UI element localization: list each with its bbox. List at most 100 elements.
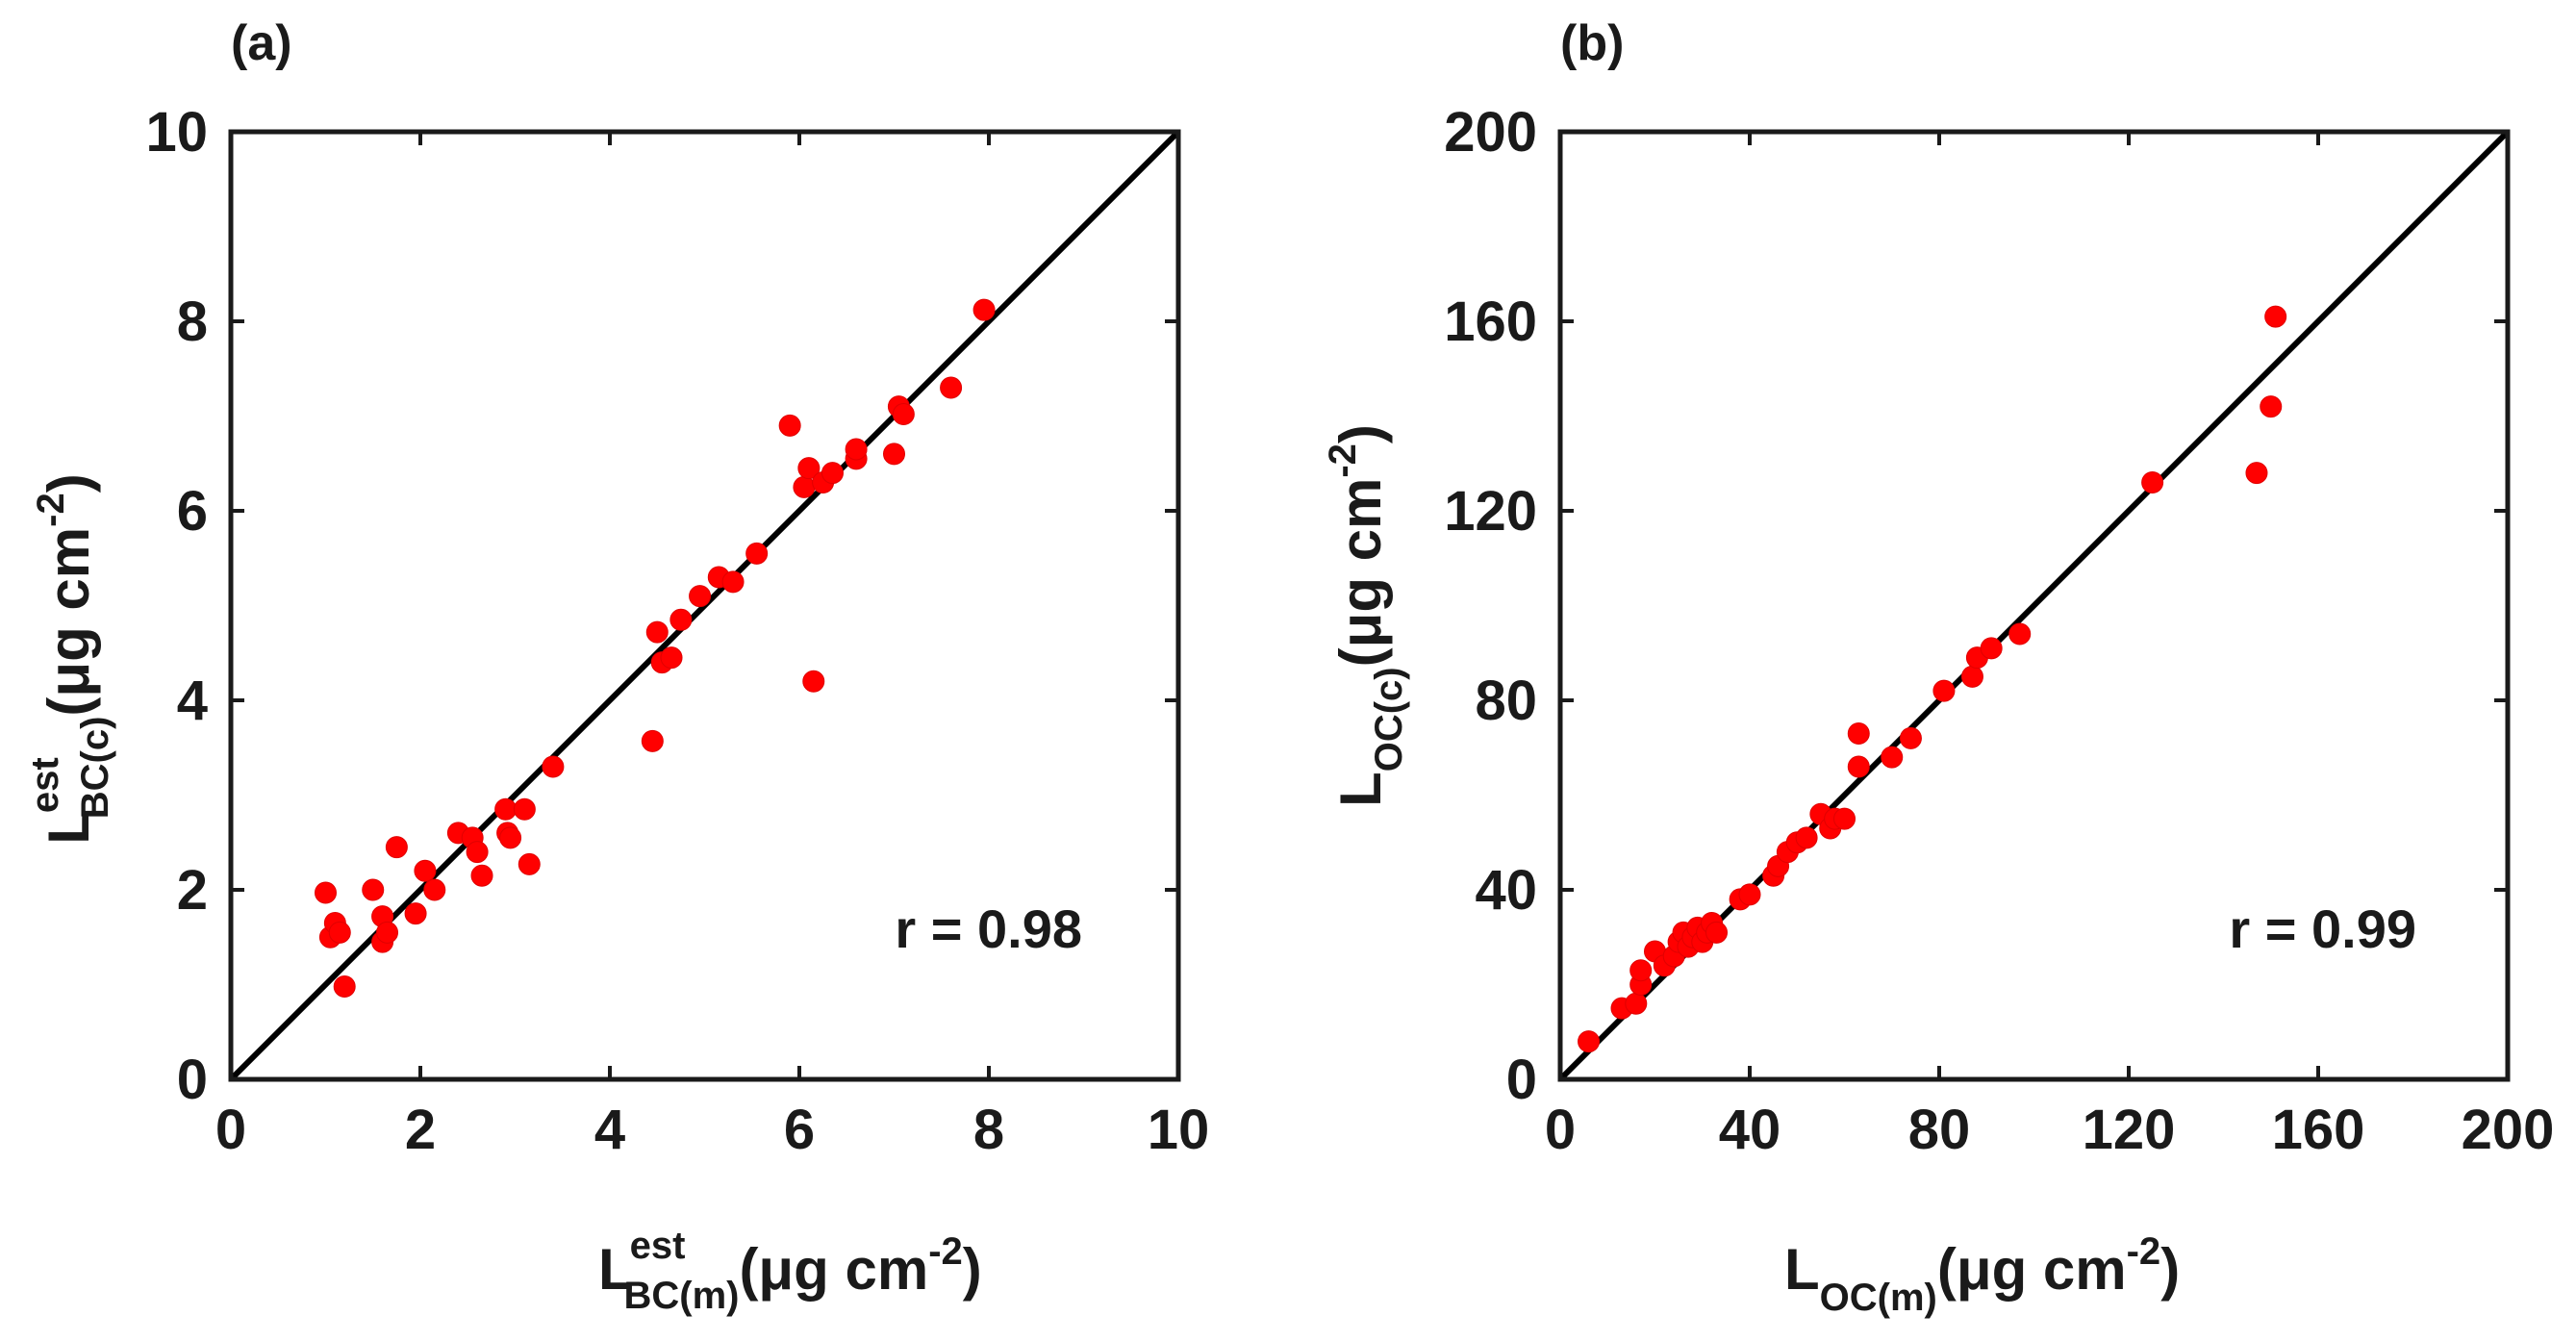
y-tick-label: 0 xyxy=(1506,1049,1537,1111)
panel-a-xlabel-units: (μg cm xyxy=(739,1237,928,1302)
data-point xyxy=(845,438,868,461)
x-tick-label: 40 xyxy=(1719,1099,1781,1161)
data-point xyxy=(1705,921,1729,944)
panel-a-ylabel-units-sup: -2 xyxy=(30,493,72,527)
data-point xyxy=(1899,726,1922,749)
panel-a-ylabel-main: L xyxy=(37,809,101,845)
panel-a-ylabel-units: (μg cm xyxy=(37,527,101,717)
data-point xyxy=(1578,1030,1601,1053)
data-point xyxy=(821,462,844,485)
data-point xyxy=(645,620,669,644)
panel-b-points xyxy=(1578,305,2287,1053)
panel-b-ylabel-units-close: ) xyxy=(1328,424,1393,443)
panel-a-x-axis-title: Lest BC(m)(μg cm-2) xyxy=(598,1225,982,1317)
x-tick-label: 0 xyxy=(1545,1099,1576,1161)
data-point xyxy=(499,826,522,849)
data-point xyxy=(1881,746,1904,769)
data-point xyxy=(1833,807,1856,830)
data-point xyxy=(466,841,489,864)
data-point xyxy=(1847,755,1870,778)
data-point xyxy=(972,298,996,321)
x-tick-label: 4 xyxy=(594,1099,625,1161)
data-point xyxy=(362,878,385,901)
panel-b-axes-frame xyxy=(1557,129,2511,1082)
data-point xyxy=(721,570,745,594)
panel-b-x-tick-labels: 0 40 80 120 160 200 xyxy=(1545,1099,2555,1161)
data-point xyxy=(328,921,351,944)
data-point xyxy=(778,414,801,437)
y-tick-label: 10 xyxy=(145,101,208,164)
panel-a-ylabel-sub: BC(c) xyxy=(74,717,116,820)
data-point xyxy=(423,878,446,901)
data-point xyxy=(1625,992,1648,1015)
y-tick-label: 40 xyxy=(1475,859,1537,922)
panel-b: (b) 0 40 80 120 160 200 0 40 80 120 160 200 r = 0.… xyxy=(1322,15,2554,1319)
data-point xyxy=(1960,665,1983,688)
data-point xyxy=(797,457,821,480)
data-point xyxy=(669,608,693,631)
panel-a-y-tick-labels: 0 2 4 6 8 10 xyxy=(145,101,208,1111)
x-tick-label: 160 xyxy=(2272,1099,2365,1161)
data-point xyxy=(1738,883,1761,906)
y-tick-label: 8 xyxy=(177,291,208,353)
data-point xyxy=(1980,637,2003,660)
y-tick-label: 160 xyxy=(1444,291,1537,353)
y-tick-label: 0 xyxy=(177,1049,208,1111)
panel-a-xlabel-main: L xyxy=(598,1237,634,1302)
data-point xyxy=(414,859,437,882)
data-point xyxy=(1629,959,1653,982)
panel-a-xlabel-units-sup: -2 xyxy=(928,1230,963,1273)
x-tick-label: 0 xyxy=(215,1099,246,1161)
panel-b-ylabel-sub: OC(c) xyxy=(1368,667,1410,772)
panel-label-b: (b) xyxy=(1560,15,1624,71)
panel-a-y-axis-title: Lest BC(c)(μg cm-2) xyxy=(24,473,116,844)
panel-b-y-tick-labels: 0 40 80 120 160 200 xyxy=(1444,101,1537,1111)
panel-b-xlabel-main: L xyxy=(1784,1237,1820,1302)
data-point xyxy=(404,902,427,925)
data-point xyxy=(2008,622,2032,645)
x-tick-label: 10 xyxy=(1148,1099,1210,1161)
panel-a-x-tick-labels: 0 2 4 6 8 10 xyxy=(215,1099,1209,1161)
data-point xyxy=(2260,395,2283,418)
data-point xyxy=(2141,470,2164,493)
data-point xyxy=(2245,462,2268,485)
data-point xyxy=(376,921,399,944)
panel-a-xlabel-sup: est xyxy=(630,1225,686,1267)
data-point xyxy=(883,443,905,466)
panel-b-ylabel-units-sup: -2 xyxy=(1322,443,1364,478)
y-tick-label: 200 xyxy=(1444,101,1537,164)
x-tick-label: 200 xyxy=(2462,1099,2555,1161)
y-tick-label: 2 xyxy=(177,859,208,922)
panel-a-correlation-label: r = 0.98 xyxy=(895,898,1082,959)
data-point xyxy=(542,755,565,778)
data-point xyxy=(1795,826,1818,849)
y-tick-label: 80 xyxy=(1475,670,1537,732)
data-point xyxy=(513,797,536,821)
panel-a-ylabel-units-close: ) xyxy=(37,473,101,493)
data-point xyxy=(315,881,337,904)
x-tick-label: 6 xyxy=(784,1099,815,1161)
data-point xyxy=(940,376,963,399)
y-tick-label: 6 xyxy=(177,480,208,543)
panel-b-ylabel-main: L xyxy=(1328,772,1393,807)
data-point xyxy=(2264,305,2287,328)
data-point xyxy=(333,974,356,998)
data-point xyxy=(745,542,769,565)
panel-label-a: (a) xyxy=(231,15,292,71)
panel-b-correlation-label: r = 0.99 xyxy=(2229,898,2416,959)
data-point xyxy=(892,403,915,426)
panel-a-points xyxy=(315,298,996,998)
panel-a-ylabel-sup: est xyxy=(24,757,66,813)
x-tick-label: 2 xyxy=(405,1099,436,1161)
panel-a-xlabel-units-close: ) xyxy=(963,1237,982,1302)
data-point xyxy=(793,475,816,498)
panel-b-xlabel-units-close: ) xyxy=(2160,1237,2180,1302)
x-tick-label: 8 xyxy=(973,1099,1004,1161)
x-tick-label: 120 xyxy=(2083,1099,2176,1161)
panel-b-xlabel-units-sup: -2 xyxy=(2127,1230,2161,1273)
y-tick-label: 4 xyxy=(177,670,208,732)
data-point xyxy=(470,864,493,887)
data-point xyxy=(689,585,712,608)
